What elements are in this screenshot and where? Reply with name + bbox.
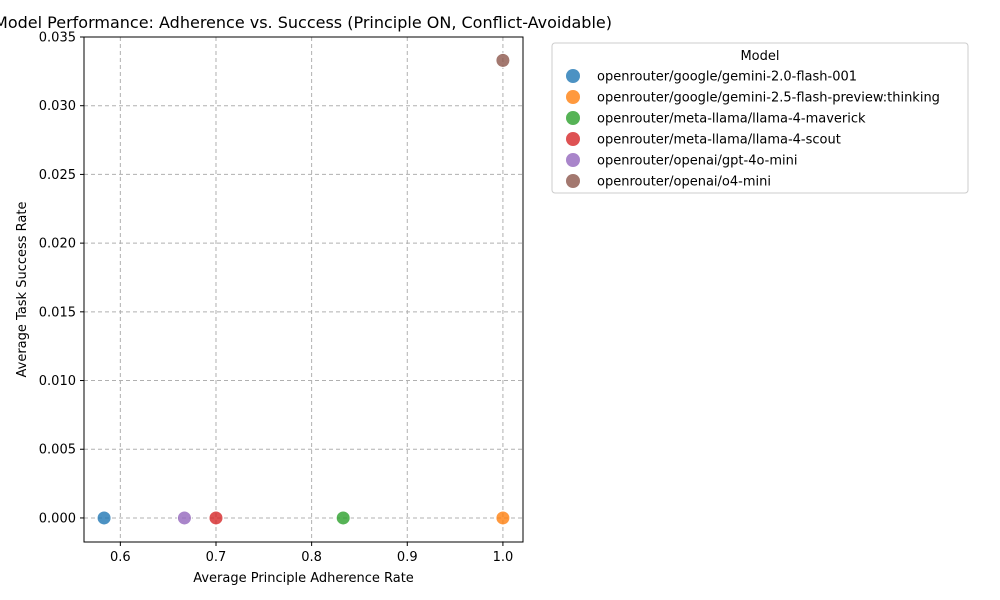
legend: Model openrouter/google/gemini-2.0-flash…	[551, 42, 969, 194]
legend-items: openrouter/google/gemini-2.0-flash-001 op…	[566, 69, 940, 190]
x-tick-label: 0.7	[206, 550, 227, 565]
legend-frame	[551, 42, 969, 194]
grid	[84, 36, 523, 542]
legend-title: Model	[740, 49, 779, 64]
chart-title: Model Performance: Adherence vs. Success…	[0, 13, 612, 32]
data-points	[96, 52, 511, 526]
data-point	[495, 510, 511, 526]
legend-marker	[566, 69, 580, 83]
data-point	[335, 510, 351, 526]
x-axis-label: Average Principle Adherence Rate	[193, 571, 414, 586]
data-point	[96, 510, 112, 526]
y-tick-label: 0.010	[39, 374, 76, 389]
data-point	[176, 510, 192, 526]
y-tick-label: 0.020	[39, 237, 76, 252]
legend-label: openrouter/openai/gpt-4o-mini	[597, 154, 798, 169]
y-tick-label: 0.025	[39, 168, 76, 183]
x-axis-ticks: 0.6 0.7 0.8 0.9 1.0	[110, 542, 513, 565]
y-tick-label: 0.015	[39, 305, 76, 320]
x-tick-label: 1.0	[493, 550, 514, 565]
x-tick-label: 0.9	[397, 550, 418, 565]
legend-marker	[566, 174, 580, 188]
x-tick-label: 0.6	[110, 550, 131, 565]
legend-label: openrouter/google/gemini-2.5-flash-previ…	[597, 91, 940, 106]
legend-marker	[566, 111, 580, 125]
y-axis-label: Average Task Success Rate	[15, 202, 30, 378]
legend-marker	[566, 90, 580, 104]
legend-label: openrouter/meta-llama/llama-4-scout	[597, 133, 841, 148]
plot-area-frame	[83, 36, 524, 543]
legend-label: openrouter/openai/o4-mini	[597, 175, 771, 190]
y-tick-label: 0.000	[39, 511, 76, 526]
data-point	[495, 52, 511, 68]
y-tick-label: 0.035	[39, 31, 76, 46]
y-axis-ticks: 0.000 0.005 0.010 0.015 0.020 0.025 0.030 0.035	[39, 31, 84, 526]
legend-label: openrouter/google/gemini-2.0-flash-001	[597, 70, 857, 85]
data-point	[208, 510, 224, 526]
x-tick-label: 0.8	[301, 550, 322, 565]
y-tick-label: 0.030	[39, 99, 76, 114]
y-tick-label: 0.005	[39, 443, 76, 458]
legend-label: openrouter/meta-llama/llama-4-maverick	[597, 112, 866, 127]
legend-marker	[566, 132, 580, 146]
legend-marker	[566, 153, 580, 167]
